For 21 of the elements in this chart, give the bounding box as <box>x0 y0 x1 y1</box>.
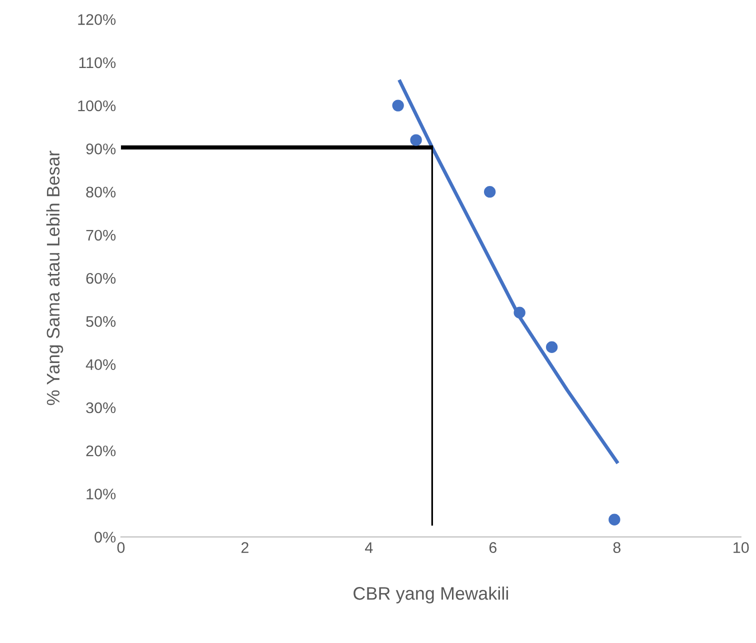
y-tick-label: 110% <box>79 57 116 68</box>
y-tick-label: 120% <box>78 14 116 25</box>
x-tick-label: 8 <box>613 542 620 553</box>
y-tick-label: 100% <box>78 100 116 112</box>
y-tick-label: 10% <box>86 488 116 500</box>
y-tick-label: 70% <box>86 230 116 241</box>
y-axis-title: % Yang Sama atau Lebih Besar <box>46 150 64 406</box>
x-tick-label: 4 <box>365 542 373 553</box>
y-tick-label: 40% <box>86 359 116 370</box>
x-tick-label: 10 <box>734 542 749 553</box>
x-tick-label: 6 <box>489 542 496 553</box>
y-tick-label: 30% <box>86 402 116 414</box>
x-axis-title: CBR yang Mewakili <box>354 586 508 604</box>
x-tick-label: 0 <box>117 542 125 553</box>
y-tick-label: 90% <box>86 144 116 154</box>
y-tick-label: 50% <box>86 316 116 327</box>
y-tick-label: 20% <box>86 446 116 456</box>
y-tick-label: 0% <box>94 532 116 543</box>
y-tick-label: 80% <box>86 186 116 198</box>
x-tick-label: 2 <box>241 542 248 553</box>
y-tick-label: 60% <box>86 272 116 284</box>
